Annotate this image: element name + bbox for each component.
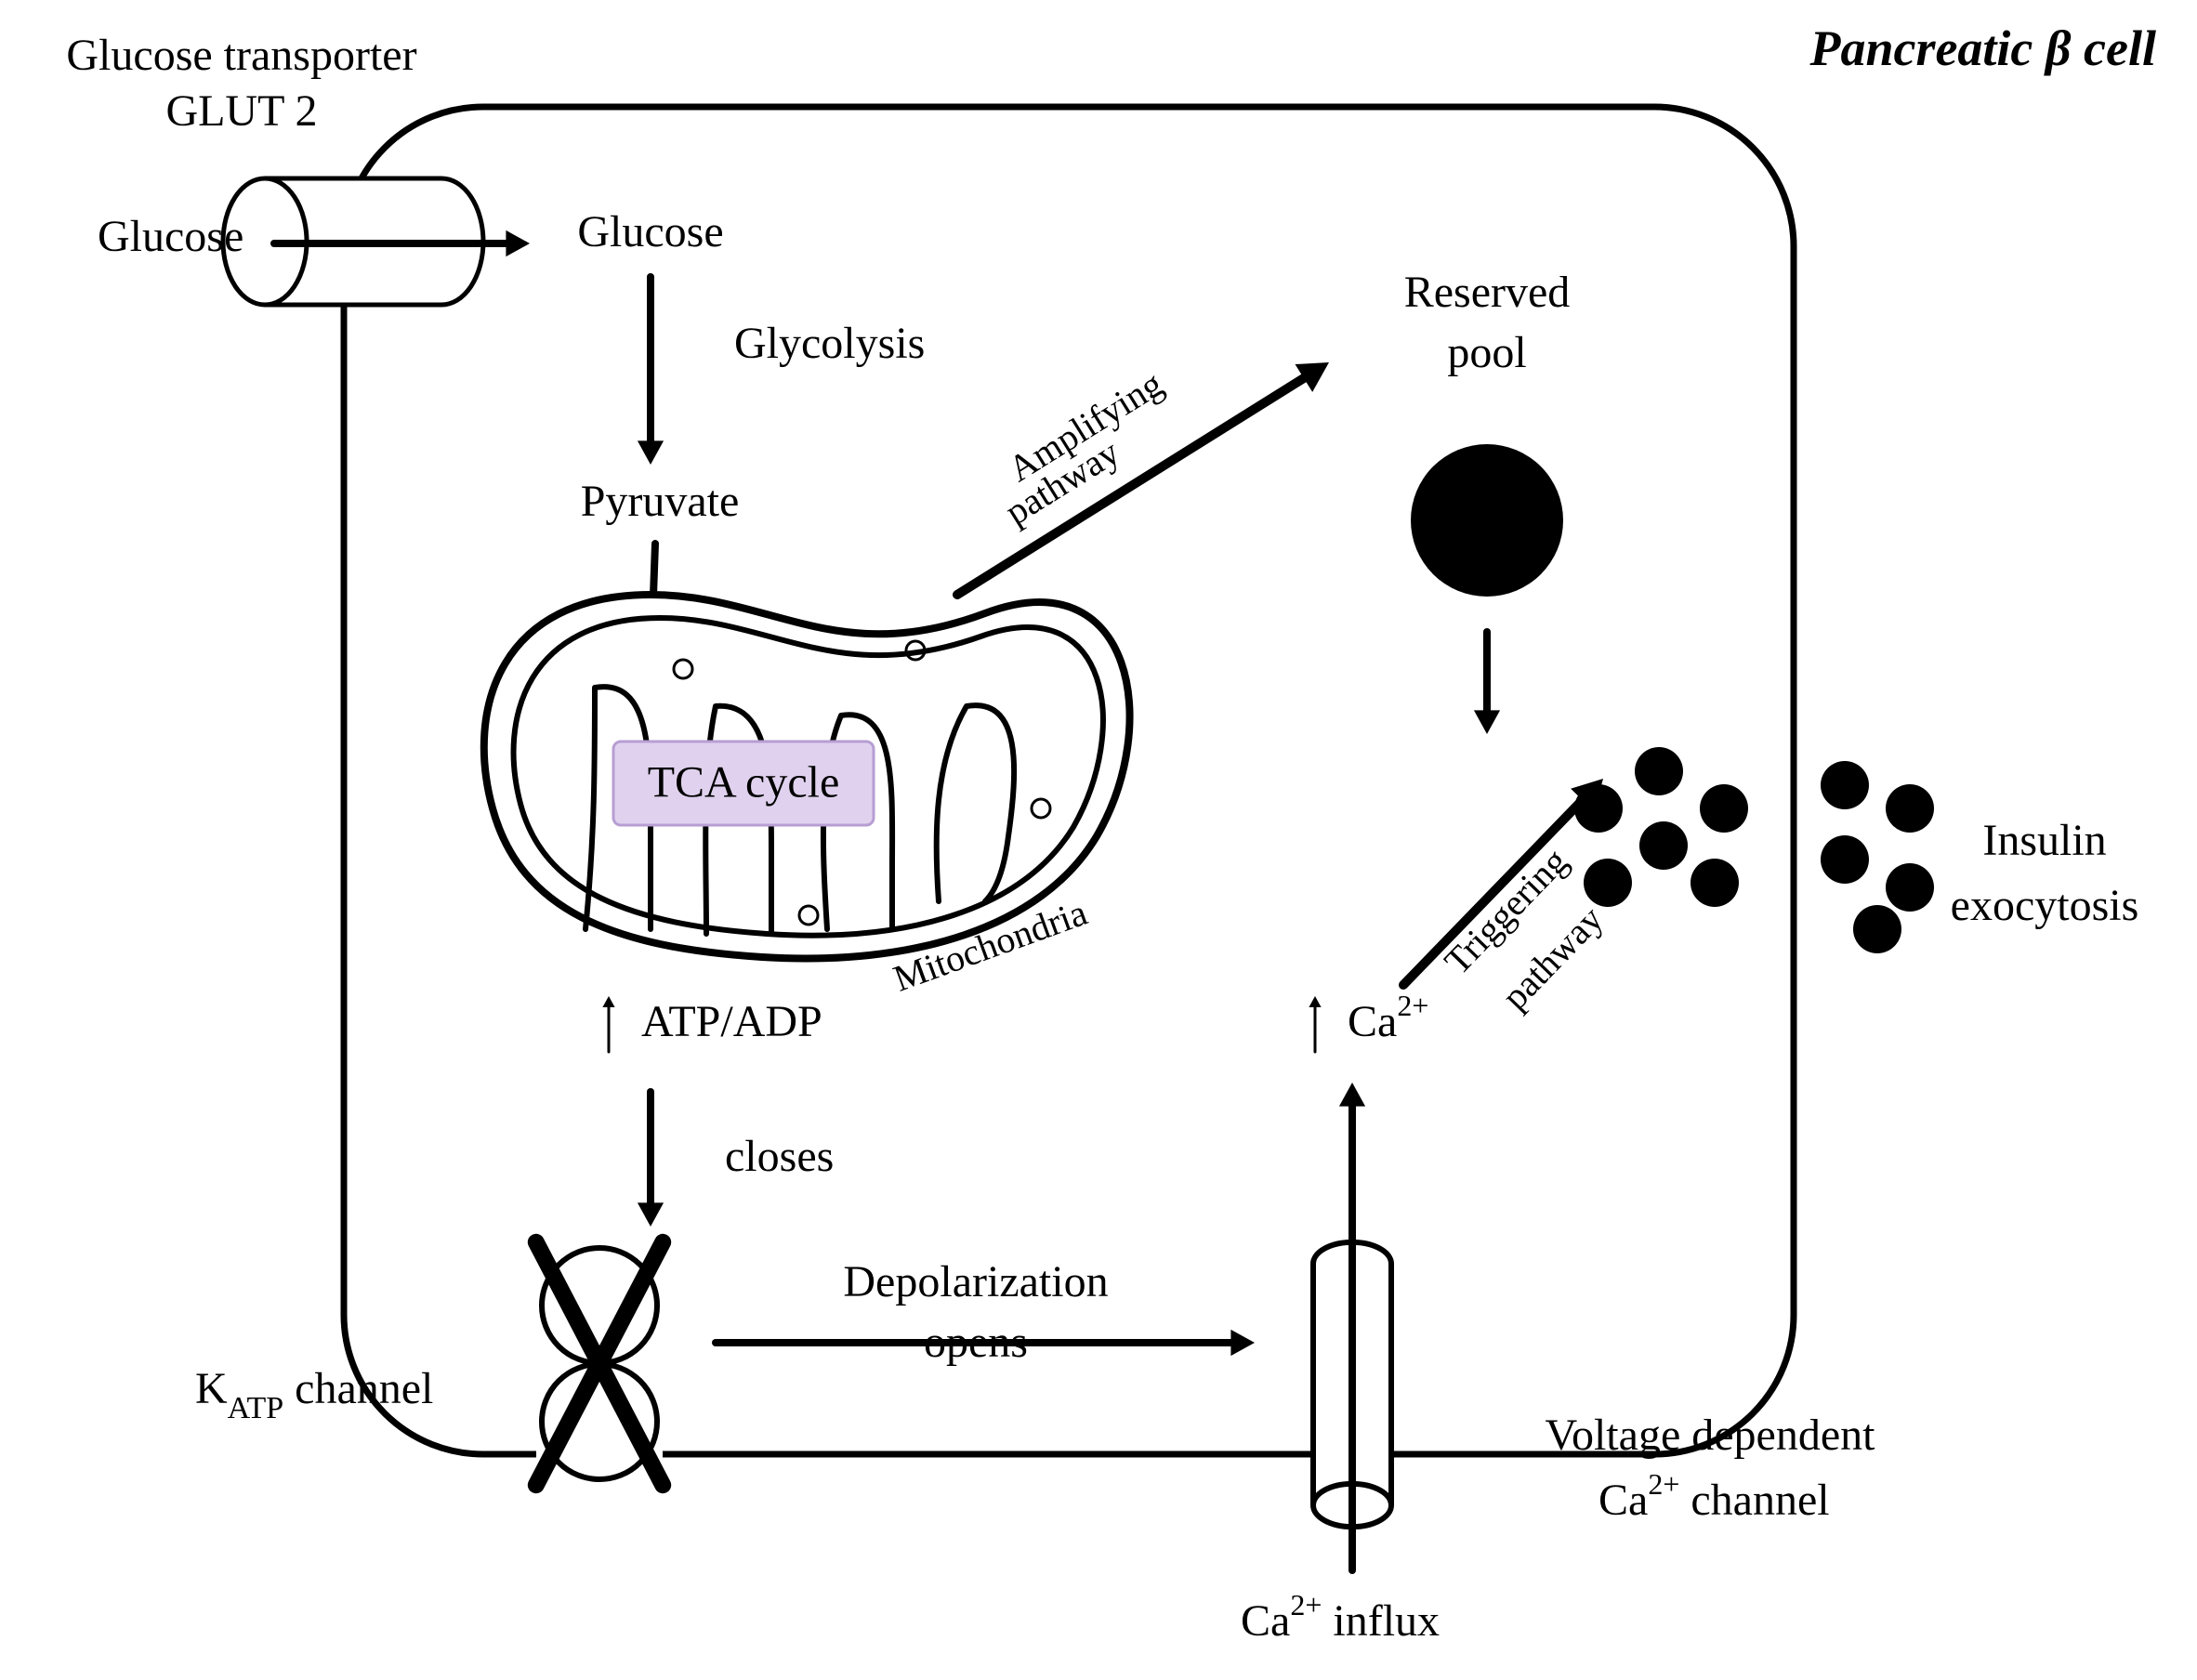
label-glycolysis: Glycolysis <box>734 319 925 368</box>
vesicle-in-2 <box>1700 784 1748 833</box>
label-reserved-1: Reserved <box>1404 268 1571 317</box>
label-insulin-2: exocytosis <box>1951 881 2139 930</box>
label-atp-adp: ATP/ADP <box>641 997 822 1046</box>
vesicle-out-4 <box>1853 905 1901 953</box>
reserved-pool-circle <box>1411 444 1563 597</box>
vesicle-out-2 <box>1821 835 1869 884</box>
label-vdcc-2: Ca2+ channel <box>1598 1467 1830 1525</box>
label-ca-influx: Ca2+ influx <box>1241 1588 1440 1646</box>
vesicle-in-5 <box>1691 859 1739 907</box>
title-pancreatic-beta-cell: Pancreatic β cell <box>1809 20 2156 76</box>
label-tca-cycle: TCA cycle <box>648 757 840 807</box>
label-reserved-2: pool <box>1447 328 1526 377</box>
vesicle-in-1 <box>1635 747 1683 795</box>
label-pyruvate: Pyruvate <box>581 477 740 526</box>
label-glut2: GLUT 2 <box>165 86 317 136</box>
label-vdcc-1: Voltage dependent <box>1545 1411 1875 1460</box>
vesicle-out-0 <box>1821 761 1869 809</box>
label-closes: closes <box>725 1132 834 1181</box>
vesicle-out-1 <box>1886 784 1934 833</box>
label-depolarization-1: Depolarization <box>843 1257 1108 1306</box>
vesicle-in-4 <box>1639 821 1688 870</box>
label-depolarization-2: opens <box>924 1318 1028 1367</box>
vesicle-in-3 <box>1584 859 1632 907</box>
label-glucose-in: Glucose <box>577 207 723 256</box>
label-glucose-out: Glucose <box>98 212 243 261</box>
vesicle-out-3 <box>1886 863 1934 912</box>
label-glucose-transporter: Glucose transporter <box>66 31 416 80</box>
label-insulin-1: Insulin <box>1982 816 2106 865</box>
